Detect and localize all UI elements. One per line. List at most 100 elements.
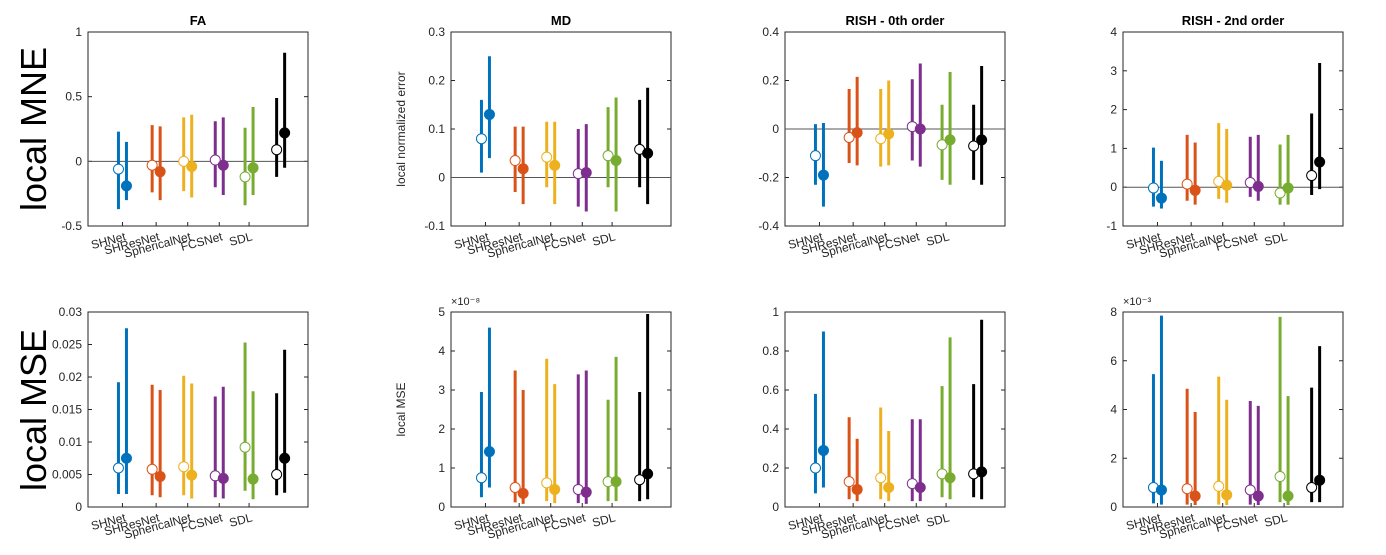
- marker-open: [634, 474, 646, 486]
- marker-open: [1181, 178, 1193, 190]
- marker-filled: [154, 166, 166, 178]
- marker-filled: [851, 127, 863, 139]
- marker-open: [1181, 483, 1193, 495]
- y-tick-label: 1: [1110, 141, 1117, 155]
- y-tick-label: 0: [772, 500, 779, 514]
- marker-filled: [914, 123, 926, 135]
- marker-open: [843, 131, 855, 143]
- x-tick-label: SDL: [1263, 510, 1289, 530]
- marker-filled: [642, 147, 654, 159]
- y-tick-label: 2: [1110, 451, 1117, 465]
- marker-open: [936, 139, 948, 151]
- marker-filled: [817, 169, 829, 181]
- marker-open: [541, 477, 553, 489]
- marker-open: [112, 163, 124, 175]
- marker-open: [541, 151, 553, 163]
- marker-filled: [483, 108, 495, 120]
- marker-open: [271, 469, 283, 480]
- marker-filled: [944, 472, 956, 484]
- marker-filled: [186, 469, 198, 481]
- y-tick-label: 1: [438, 461, 445, 475]
- y-tick-label: 0.4: [762, 25, 779, 39]
- marker-open: [509, 155, 521, 167]
- y-tick-label: 2: [438, 422, 445, 436]
- marker-filled: [120, 180, 132, 192]
- marker-open: [475, 472, 487, 484]
- marker-filled: [1155, 484, 1167, 496]
- marker-filled: [817, 444, 829, 456]
- y-tick-label: 4: [438, 344, 445, 358]
- x-tick-label: SDL: [228, 229, 254, 249]
- y-tick-label: 0: [438, 171, 445, 185]
- axes-box: [1122, 31, 1344, 227]
- marker-filled: [1314, 156, 1326, 168]
- y-tick-label: 0.02: [59, 370, 83, 384]
- y-tick-label: 0.2: [762, 74, 779, 88]
- y-tick-label: 0.2: [762, 461, 779, 475]
- marker-filled: [883, 482, 895, 493]
- marker-open: [509, 482, 521, 493]
- y-tick-label: 0.025: [52, 338, 82, 352]
- marker-open: [1274, 187, 1286, 199]
- y-tick-label: 0.2: [428, 74, 445, 88]
- y-tick-label: 0: [75, 500, 82, 514]
- marker-open: [475, 133, 487, 145]
- y-tick-label: 0.015: [52, 403, 82, 417]
- chart-title: RISH - 0th order: [846, 13, 945, 28]
- marker-filled: [186, 161, 198, 173]
- axes-box: [450, 311, 672, 508]
- y-tick-label: 5: [438, 305, 445, 319]
- marker-filled: [120, 452, 132, 464]
- y-tick-label: -0.4: [758, 219, 779, 233]
- marker-open: [1244, 484, 1256, 496]
- marker-open: [809, 462, 821, 474]
- marker-filled: [580, 167, 592, 179]
- marker-open: [271, 144, 283, 156]
- marker-filled: [1282, 490, 1294, 502]
- marker-filled: [1221, 489, 1233, 501]
- marker-filled: [483, 446, 495, 458]
- y-tick-label: 0.03: [59, 305, 83, 319]
- axes-box: [450, 31, 672, 227]
- marker-filled: [883, 128, 895, 140]
- y-tick-label: -0.2: [758, 171, 779, 185]
- x-tick-label: SDL: [1263, 229, 1289, 249]
- y-tick-label: -0.5: [61, 219, 82, 233]
- marker-filled: [549, 159, 561, 171]
- marker-open: [843, 476, 855, 488]
- marker-filled: [517, 487, 529, 499]
- y-tick-label: -1: [1106, 219, 1117, 233]
- y-tick-label: 3: [438, 383, 445, 397]
- marker-filled: [279, 127, 291, 139]
- y-axis-label: local MSE: [394, 382, 408, 436]
- marker-open: [178, 155, 190, 167]
- marker-filled: [217, 472, 229, 484]
- y-tick-label: 0: [1110, 180, 1117, 194]
- marker-open: [239, 441, 251, 453]
- chart-title: MD: [551, 13, 571, 28]
- y-tick-label: 4: [1110, 403, 1117, 417]
- marker-filled: [851, 483, 863, 495]
- y-axis-label: local normalized error: [394, 71, 408, 186]
- marker-open: [146, 159, 158, 171]
- marker-filled: [610, 155, 622, 167]
- marker-open: [875, 133, 887, 145]
- marker-filled: [1314, 474, 1326, 486]
- y-tick-label: 0.3: [428, 25, 445, 39]
- marker-filled: [580, 486, 592, 498]
- marker-open: [239, 171, 251, 183]
- marker-open: [809, 150, 821, 162]
- axes-box: [87, 31, 309, 227]
- marker-open: [968, 140, 980, 152]
- y-tick-label: 8: [1110, 305, 1117, 319]
- marker-open: [602, 150, 614, 162]
- marker-open: [112, 462, 124, 474]
- y-tick-label: 1: [772, 305, 779, 319]
- x-tick-label: SDL: [591, 229, 617, 249]
- y-tick-label: 0: [772, 122, 779, 136]
- y-tick-label: 3: [1110, 64, 1117, 78]
- marker-filled: [1155, 192, 1167, 204]
- axis-exponent: ×10⁻³: [1123, 296, 1151, 308]
- marker-open: [1306, 170, 1318, 182]
